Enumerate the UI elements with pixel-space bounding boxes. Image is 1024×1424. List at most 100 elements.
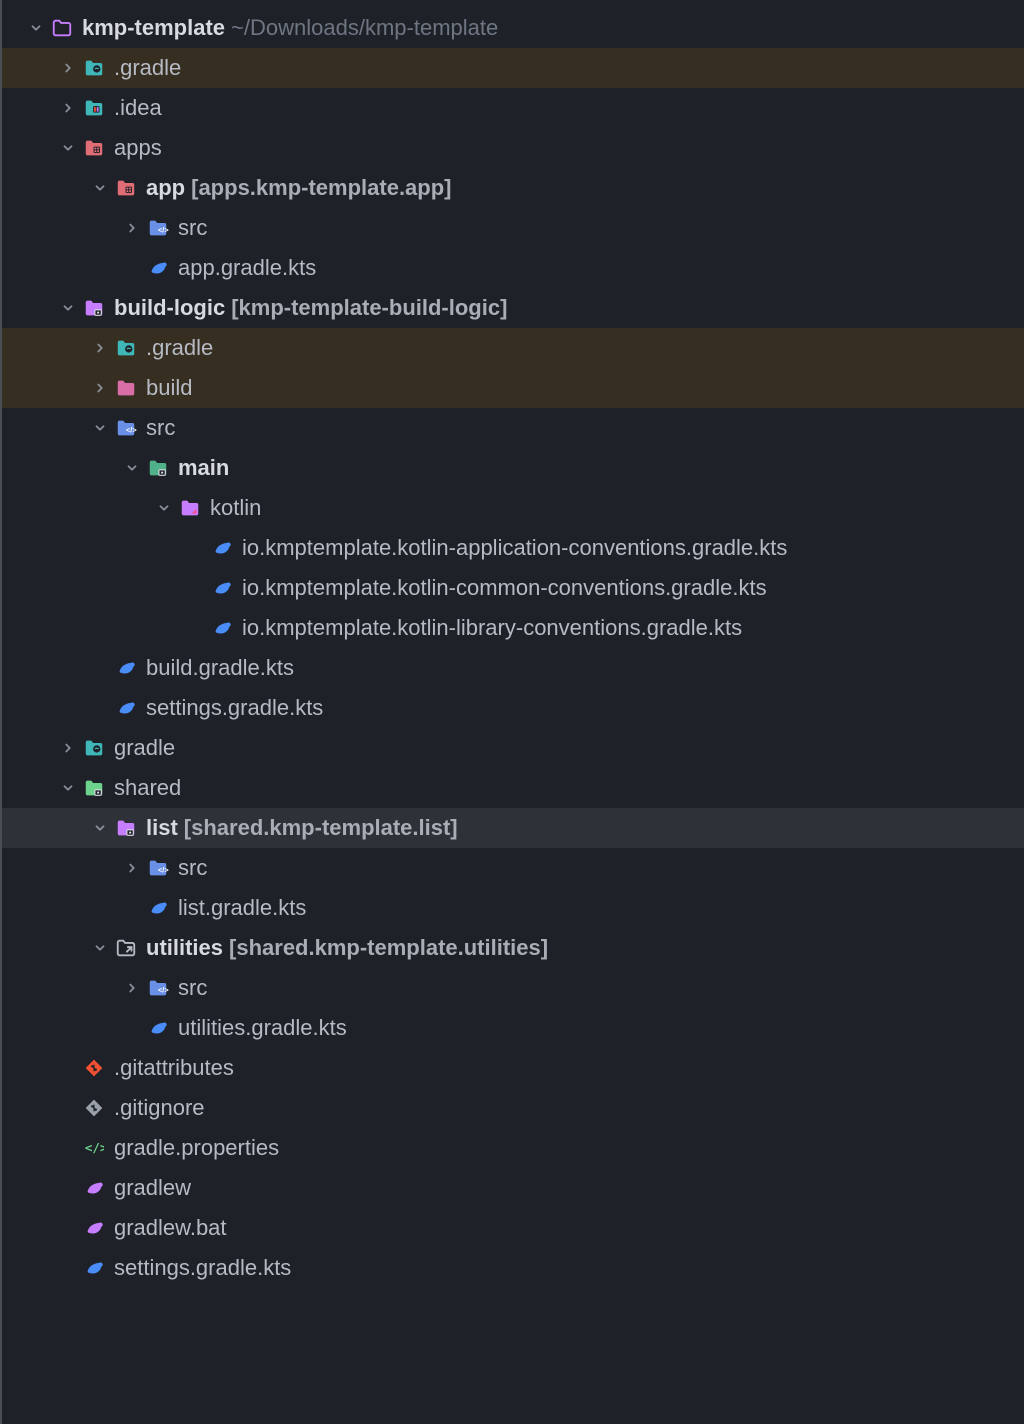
tree-item-label: io.kmptemplate.kotlin-library-convention… — [242, 615, 742, 641]
tree-item-label: .gradle — [114, 55, 181, 81]
tree-row[interactable]: </> src — [2, 208, 1024, 248]
tree-row[interactable]: app.gradle.kts — [2, 248, 1024, 288]
tree-item-label: build — [146, 375, 192, 401]
folder-gradle-icon — [82, 56, 106, 80]
tree-row[interactable]: gradle — [2, 728, 1024, 768]
folder-module-icon — [114, 176, 138, 200]
tree-item-label: kmp-template — [82, 15, 225, 41]
gradle-icon — [146, 1016, 170, 1040]
svg-text:</>: </> — [158, 986, 169, 995]
folder-module-icon — [82, 136, 106, 160]
chevron-right-icon[interactable] — [60, 60, 76, 76]
tree-row[interactable]: utilities.gradle.kts — [2, 1008, 1024, 1048]
tree-row[interactable]: settings.gradle.kts — [2, 1248, 1024, 1288]
gradle-icon — [114, 696, 138, 720]
chevron-down-icon[interactable] — [60, 300, 76, 316]
chevron-right-icon[interactable] — [124, 860, 140, 876]
tree-row[interactable]: gradlew — [2, 1168, 1024, 1208]
folder-gradle-icon — [114, 336, 138, 360]
tree-item-label: src — [178, 975, 207, 1001]
tree-row[interactable]: .gradle — [2, 328, 1024, 368]
tree-row[interactable]: </> gradle.properties — [2, 1128, 1024, 1168]
chevron-down-icon[interactable] — [92, 940, 108, 956]
tree-item-label: kotlin — [210, 495, 261, 521]
tree-item-label: build-logic — [114, 295, 225, 321]
folder-idea-icon — [82, 96, 106, 120]
tree-row[interactable]: .gitignore — [2, 1088, 1024, 1128]
folder-src-icon: </> — [146, 216, 170, 240]
chevron-right-icon[interactable] — [124, 220, 140, 236]
tree-row[interactable]: utilities[shared.kmp-template.utilities] — [2, 928, 1024, 968]
tree-item-label: gradle — [114, 735, 175, 761]
tree-item-suffix: [kmp-template-build-logic] — [231, 295, 507, 321]
tree-item-label: app.gradle.kts — [178, 255, 316, 281]
chevron-down-icon[interactable] — [156, 500, 172, 516]
chevron-right-icon[interactable] — [92, 340, 108, 356]
tree-item-label: settings.gradle.kts — [114, 1255, 291, 1281]
tree-item-suffix: ~/Downloads/kmp-template — [231, 15, 498, 41]
tree-item-label: settings.gradle.kts — [146, 695, 323, 721]
tree-row[interactable]: .gradle — [2, 48, 1024, 88]
gradle-icon — [210, 576, 234, 600]
tree-item-label: list — [146, 815, 178, 841]
tree-item-label: shared — [114, 775, 181, 801]
tree-row[interactable]: kmp-template~/Downloads/kmp-template — [2, 8, 1024, 48]
chevron-down-icon[interactable] — [92, 180, 108, 196]
tree-row[interactable]: shared — [2, 768, 1024, 808]
gradle-icon — [82, 1216, 106, 1240]
folder-src-icon: </> — [114, 416, 138, 440]
folder-dotted-icon — [114, 816, 138, 840]
chevron-right-icon[interactable] — [92, 380, 108, 396]
tree-row[interactable]: list[shared.kmp-template.list] — [2, 808, 1024, 848]
tree-row[interactable]: io.kmptemplate.kotlin-application-conven… — [2, 528, 1024, 568]
tree-item-label: app — [146, 175, 185, 201]
chevron-right-icon[interactable] — [60, 740, 76, 756]
tree-row[interactable]: kotlin — [2, 488, 1024, 528]
tree-row[interactable]: .gitattributes — [2, 1048, 1024, 1088]
tree-row[interactable]: gradlew.bat — [2, 1208, 1024, 1248]
gradle-icon — [210, 616, 234, 640]
tree-row[interactable]: build — [2, 368, 1024, 408]
folder-gradle-icon — [82, 736, 106, 760]
gradle-icon — [210, 536, 234, 560]
tree-item-label: src — [178, 855, 207, 881]
folder-dotted-icon — [82, 776, 106, 800]
folder-src-icon: </> — [146, 976, 170, 1000]
chevron-down-icon[interactable] — [60, 140, 76, 156]
tree-item-label: apps — [114, 135, 162, 161]
tree-row[interactable]: build.gradle.kts — [2, 648, 1024, 688]
tree-row[interactable]: </> src — [2, 968, 1024, 1008]
tree-item-label: build.gradle.kts — [146, 655, 294, 681]
chevron-right-icon[interactable] — [60, 100, 76, 116]
svg-text:</>: </> — [126, 426, 137, 435]
tree-row[interactable]: main — [2, 448, 1024, 488]
tree-row[interactable]: app[apps.kmp-template.app] — [2, 168, 1024, 208]
folder-dotted-icon — [82, 296, 106, 320]
tree-item-label: gradlew — [114, 1175, 191, 1201]
chevron-right-icon[interactable] — [124, 980, 140, 996]
chevron-down-icon[interactable] — [28, 20, 44, 36]
tree-row[interactable]: apps — [2, 128, 1024, 168]
tree-row[interactable]: </> src — [2, 408, 1024, 448]
tree-item-label: .gitignore — [114, 1095, 205, 1121]
svg-text:</>: </> — [158, 866, 169, 875]
tree-item-label: utilities — [146, 935, 223, 961]
chevron-down-icon[interactable] — [92, 820, 108, 836]
tree-item-label: .idea — [114, 95, 162, 121]
tree-row[interactable]: io.kmptemplate.kotlin-common-conventions… — [2, 568, 1024, 608]
tree-item-label: gradlew.bat — [114, 1215, 227, 1241]
chevron-down-icon[interactable] — [124, 460, 140, 476]
tree-row[interactable]: </> src — [2, 848, 1024, 888]
tree-item-suffix: [shared.kmp-template.utilities] — [229, 935, 548, 961]
project-tree[interactable]: kmp-template~/Downloads/kmp-template .gr… — [2, 0, 1024, 1288]
gradle-icon — [82, 1256, 106, 1280]
tree-row[interactable]: build-logic[kmp-template-build-logic] — [2, 288, 1024, 328]
tree-row[interactable]: list.gradle.kts — [2, 888, 1024, 928]
git-icon — [82, 1096, 106, 1120]
chevron-down-icon[interactable] — [60, 780, 76, 796]
chevron-down-icon[interactable] — [92, 420, 108, 436]
tree-row[interactable]: .idea — [2, 88, 1024, 128]
tree-row[interactable]: settings.gradle.kts — [2, 688, 1024, 728]
gradle-icon — [82, 1176, 106, 1200]
tree-row[interactable]: io.kmptemplate.kotlin-library-convention… — [2, 608, 1024, 648]
